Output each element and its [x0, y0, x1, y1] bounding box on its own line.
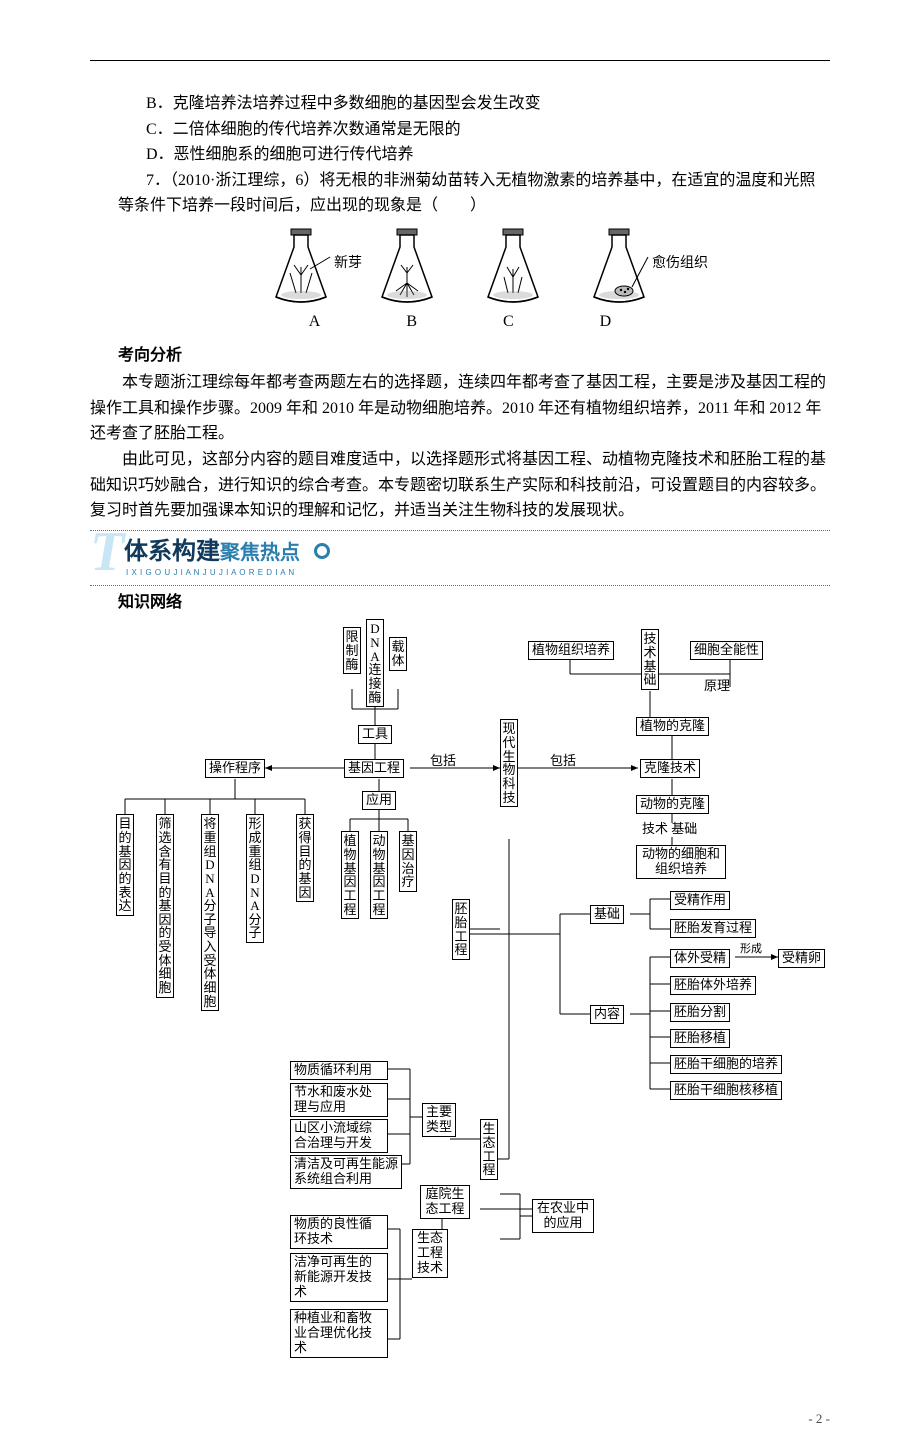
node-shoujing: 受精作用 — [670, 891, 730, 910]
flask-c — [478, 227, 548, 305]
node-peitaifenge: 胚胎分割 — [670, 1003, 730, 1022]
knowledge-diagram: 限制酶 DNA连接酶 载体 工具 基因工程 包括 包括 现代生物科技 操作程序 … — [90, 619, 830, 1409]
txt-yuanli: 原理 — [704, 676, 730, 697]
node-tingyuan: 庭院生态工程 — [420, 1185, 470, 1219]
flask-row: 新芽 — [90, 227, 830, 305]
letter-c: C — [503, 309, 514, 335]
para-2: 由此可见，这部分内容的题目难度适中，以选择题形式将基因工程、动植物克隆技术和胚胎… — [90, 447, 830, 524]
flask-d-svg — [584, 227, 654, 305]
node-shanqu: 山区小流域综合治理与开发 — [290, 1119, 388, 1153]
flask-letters: A B C D — [90, 309, 830, 335]
node-zainongye: 在农业中的应用 — [532, 1199, 594, 1233]
option-c: C．二倍体细胞的传代培养次数通常是无限的 — [90, 117, 830, 143]
node-jiyinzhiliao: 基因治疗 — [399, 831, 417, 892]
letter-a: A — [309, 309, 321, 335]
node-neirong: 内容 — [590, 1005, 624, 1024]
page: B．克隆培养法培养过程中多数细胞的基因型会发生改变 C．二倍体细胞的传代培养次数… — [0, 0, 920, 1439]
node-yingyong: 应用 — [362, 791, 396, 810]
node-zhiwudekelong: 植物的克隆 — [636, 717, 709, 736]
node-center: 现代生物科技 — [500, 719, 518, 807]
node-wuzhixunhuan: 物质循环利用 — [290, 1061, 388, 1080]
node-peitaitiwai: 胚胎体外培养 — [670, 976, 756, 995]
flask-a: 新芽 — [266, 227, 336, 305]
node-dongwudekelong: 动物的克隆 — [636, 795, 709, 814]
node-jieshui: 节水和废水处理与应用 — [290, 1083, 388, 1117]
node-dongwuxibao: 动物的细胞和组织培养 — [636, 845, 726, 879]
flask-b-svg — [372, 227, 442, 305]
top-rule — [90, 60, 830, 61]
node-jishujichu: 技术基础 — [641, 629, 659, 690]
node-zhiwuzuzhi: 植物组织培养 — [528, 641, 614, 660]
question-7: 7．（2010·浙江理综，6）将无根的非洲菊幼苗转入无植物激素的培养基中，在适宜… — [90, 168, 830, 219]
flask-c-svg — [478, 227, 548, 305]
node-jiyingongcheng: 基因工程 — [344, 759, 404, 778]
banner-circle-icon — [314, 543, 330, 559]
node-peitaiyizhi: 胚胎移植 — [670, 1029, 730, 1048]
node-mudibiaoda: 目的基因的表达 — [116, 814, 134, 915]
node-zhongzhiye: 种植业和畜牧业合理优化技术 — [290, 1309, 388, 1358]
node-jiejingnengyuan: 洁净可再生的新能源开发技术 — [290, 1253, 388, 1302]
node-shengtai: 生态工程 — [480, 1119, 498, 1180]
net-heading: 知识网络 — [118, 590, 830, 616]
txt-jishu-jichu: 技术 基础 — [642, 819, 697, 840]
banner-pinyin: I X I G O U J I A N J U J I A O R E D I … — [126, 567, 295, 580]
node-gongju: 工具 — [358, 725, 392, 744]
txt-baokuo-r: 包括 — [550, 751, 576, 772]
node-shoujingluan: 受精卵 — [778, 949, 825, 968]
node-peitaigan1: 胚胎干细胞的培养 — [670, 1055, 782, 1074]
banner-t1: 体系构建 — [124, 539, 220, 565]
option-d: D．恶性细胞系的细胞可进行传代培养 — [90, 142, 830, 168]
node-zaiti: 载体 — [389, 637, 407, 670]
body-text: B．克隆培养法培养过程中多数细胞的基因型会发生改变 C．二倍体细胞的传代培养次数… — [90, 91, 830, 1409]
option-b: B．克隆培养法培养过程中多数细胞的基因型会发生改变 — [90, 91, 830, 117]
node-wuzhiliang: 物质的良性循环技术 — [290, 1215, 388, 1249]
txt-baokuo-l: 包括 — [430, 751, 456, 772]
node-peitaigan2: 胚胎干细胞核移植 — [670, 1081, 782, 1100]
letter-b: B — [406, 309, 417, 335]
node-daoru: 将重组DNA分子导入受体细胞 — [201, 814, 219, 1011]
node-peitaifayu: 胚胎发育过程 — [670, 919, 756, 938]
node-shengtaigcjishu: 生态工程技术 — [412, 1229, 448, 1278]
node-peitai: 胚胎工程 — [452, 899, 470, 960]
node-shaixuan: 筛选含有目的基因的受体细胞 — [156, 814, 174, 997]
letter-d: D — [600, 309, 612, 335]
node-xingcheng: 形成重组DNA分子 — [246, 814, 264, 943]
node-quannengxing: 细胞全能性 — [690, 641, 763, 660]
direction-heading: 考向分析 — [118, 343, 830, 369]
banner-title: 体系构建聚焦热点 — [124, 533, 300, 571]
txt-xingcheng: 形成 — [740, 941, 762, 959]
banner-t2: 聚焦热点 — [220, 542, 300, 564]
node-zhuyaoleixing: 主要类型 — [422, 1103, 456, 1137]
node-tiwaishoujing: 体外受精 — [670, 949, 730, 968]
flask-a-svg — [266, 227, 336, 305]
banner: T 体系构建聚焦热点 I X I G O U J I A N J U J I A… — [90, 530, 830, 586]
node-zhiwu-jiyin: 植物基因工程 — [341, 831, 359, 919]
node-qingjie: 清洁及可再生能源系统组合利用 — [290, 1155, 402, 1189]
page-number: - 2 - — [808, 1411, 830, 1427]
node-dongwu-jiyin: 动物基因工程 — [370, 831, 388, 919]
flask-b — [372, 227, 442, 305]
flask-d-label: 愈伤组织 — [652, 253, 708, 275]
node-lianjiemei: DNA连接酶 — [366, 619, 384, 707]
flask-a-label: 新芽 — [334, 253, 362, 275]
node-jichu: 基础 — [590, 905, 624, 924]
node-caozuo: 操作程序 — [205, 759, 265, 778]
node-xianzhimei: 限制酶 — [343, 627, 361, 674]
para-1: 本专题浙江理综每年都考查两题左右的选择题，连续四年都考查了基因工程，主要是涉及基… — [90, 370, 830, 447]
banner-T-icon: T — [90, 525, 124, 579]
flask-d: 愈伤组织 — [584, 227, 654, 305]
node-huode: 获得目的基因 — [296, 814, 314, 902]
node-kelongjishu: 克隆技术 — [640, 759, 700, 778]
